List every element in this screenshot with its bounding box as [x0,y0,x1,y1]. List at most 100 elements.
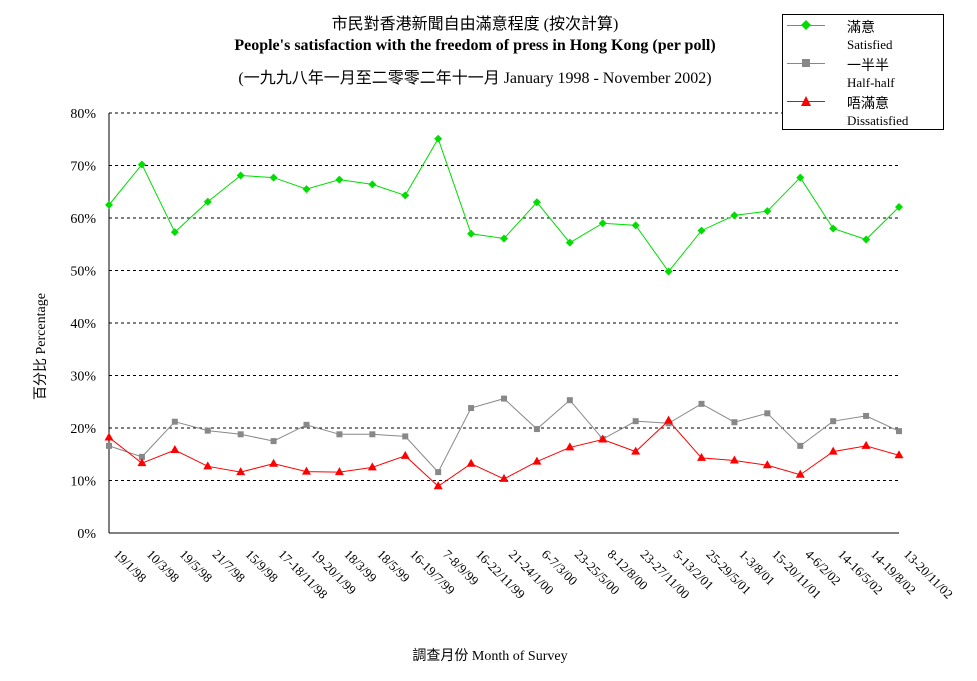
data-point-dissatisfied [828,446,838,455]
data-point-satisfied [137,160,146,169]
data-point-dissatisfied [565,442,575,451]
chart-title-chinese: 市民對香港新聞自由滿意程度 (按次計算) [331,16,619,33]
data-point-half-half [270,438,277,445]
data-point-dissatisfied [861,440,871,449]
legend-label-satisfied-en: Satisfied [847,37,893,52]
data-point-satisfied [598,219,607,228]
data-point-satisfied [467,229,476,238]
data-point-dissatisfied [269,458,279,467]
legend-marker-square [802,59,810,67]
data-point-dissatisfied [367,462,377,471]
data-point-satisfied [697,226,706,235]
data-point-half-half [896,428,902,435]
data-point-dissatisfied [598,434,608,443]
data-point-dissatisfied [697,452,706,461]
y-tick-label: 30% [70,370,96,385]
data-point-half-half [106,442,112,449]
legend-label-dissatisfied-cn: 唔滿意 [847,97,889,112]
data-point-satisfied [631,221,640,230]
data-point-dissatisfied [104,432,114,441]
data-point-dissatisfied [532,456,542,465]
y-tick-label: 80% [70,107,96,122]
legend-marker-diamond [801,20,811,30]
legend-item-half-half: 一半半 Half-half [783,55,943,93]
y-tick-label: 60% [70,212,96,227]
data-point-dissatisfied [302,466,311,475]
chart-legend: 滿意 Satisfied 一半半 Half-half 唔滿意 Dissatisf… [782,14,944,130]
legend-label-half-half-en: Half-half [847,75,895,90]
data-point-half-half [566,397,573,404]
data-point-satisfied [532,198,541,207]
data-point-satisfied [796,173,805,182]
data-point-dissatisfied [894,450,904,459]
series-line-satisfied [108,137,900,273]
x-tick-label: 19/1/98 [111,547,150,586]
data-point-half-half [138,453,145,460]
data-point-half-half [435,469,442,476]
data-point-satisfied [763,207,772,216]
y-tick-label: 50% [70,265,96,280]
y-tick-label: 20% [70,422,96,437]
legend-marker-triangle [801,96,811,106]
data-point-dissatisfied [499,473,509,482]
y-tick-label: 10% [70,475,96,490]
data-point-dissatisfied [137,458,147,467]
data-point-half-half [336,431,343,438]
data-point-dissatisfied [236,467,246,476]
data-point-dissatisfied [170,445,180,454]
data-point-half-half [764,410,771,417]
chart-subtitle: (一九九八年一月至二零零二年十一月 January 1998 - Novembe… [238,70,712,87]
data-point-satisfied [862,235,871,244]
data-point-half-half [797,442,804,449]
legend-label-satisfied-cn: 滿意 [847,21,875,36]
data-point-satisfied [664,267,673,276]
data-point-satisfied [401,191,410,200]
series-line-half-half [108,398,900,473]
data-point-satisfied [203,197,212,206]
data-point-half-half [830,418,837,425]
data-point-half-half [731,419,738,426]
data-point-half-half [698,400,705,407]
data-point-half-half [402,433,409,440]
data-point-half-half [171,418,178,425]
data-point-satisfied [500,234,508,243]
data-point-satisfied [368,180,377,189]
data-point-dissatisfied [334,467,344,476]
x-tick-label: 15/9/98 [243,547,282,586]
data-point-dissatisfied [729,455,739,464]
x-tick-label: 10/3/98 [144,547,183,586]
data-point-half-half [501,395,507,402]
data-point-half-half [204,427,211,434]
data-point-half-half [533,426,540,433]
data-point-dissatisfied [664,415,674,424]
x-tick-label: 18/5/99 [374,547,413,586]
data-point-half-half [468,405,475,412]
legend-item-dissatisfied: 唔滿意 Dissatisfied [783,93,943,131]
data-point-satisfied [170,228,179,237]
y-axis-label: 百分比 Percentage [34,293,49,400]
data-point-satisfied [302,185,311,194]
x-axis-label: 調查月份 Month of Survey [412,649,568,664]
y-tick-label: 70% [70,160,96,175]
legend-label-dissatisfied-en: Dissatisfied [847,113,909,128]
data-point-half-half [303,421,310,428]
x-tick-label: 21/7/98 [210,547,249,586]
data-point-dissatisfied [631,446,641,455]
data-point-dissatisfied [400,450,410,459]
data-point-satisfied [105,200,113,209]
data-point-satisfied [434,134,443,143]
data-point-satisfied [730,211,739,220]
data-point-satisfied [335,175,344,184]
data-point-satisfied [895,202,903,211]
chart-title-english: People's satisfaction with the freedom o… [234,37,716,54]
data-point-half-half [632,418,639,425]
legend-item-satisfied: 滿意 Satisfied [783,17,943,55]
data-point-satisfied [565,238,574,247]
data-point-half-half [863,412,870,419]
data-point-dissatisfied [762,460,772,469]
data-point-satisfied [236,171,245,180]
legend-label-half-half-cn: 一半半 [847,59,889,74]
x-tick-label: 19/5/98 [177,547,216,586]
data-point-dissatisfied [203,461,213,470]
